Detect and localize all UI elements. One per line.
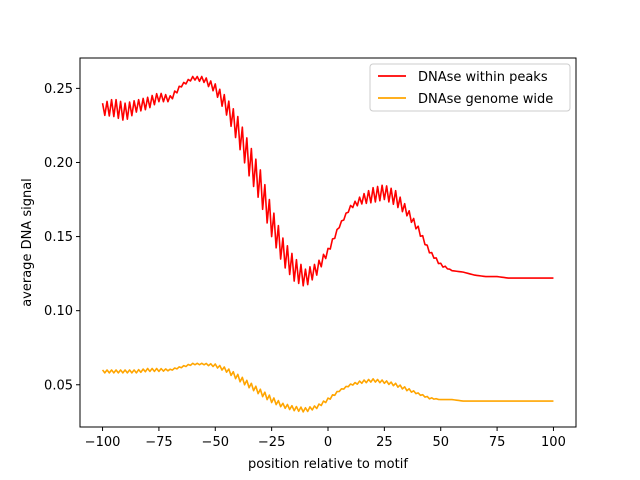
- legend: DNAse within peaks DNAse genome wide: [369, 63, 571, 112]
- y-axis-ticks: 0.05 0.10 0.15 0.20 0.25: [44, 82, 80, 393]
- legend-label-within-peaks: DNAse within peaks: [418, 70, 548, 85]
- x-tick-label: −75: [145, 435, 172, 450]
- y-tick-label: 0.05: [44, 378, 73, 393]
- legend-label-genome-wide: DNAse genome wide: [418, 92, 553, 107]
- x-tick-label: −50: [202, 435, 229, 450]
- series-layer: [101, 75, 554, 413]
- x-axis-label: position relative to motif: [248, 457, 408, 472]
- x-tick-label: 50: [432, 435, 449, 450]
- legend-box: [369, 63, 571, 112]
- x-tick-label: 0: [324, 435, 332, 450]
- y-tick-label: 0.20: [44, 156, 73, 171]
- x-tick-label: 100: [541, 435, 566, 450]
- y-tick-label: 0.15: [44, 230, 73, 245]
- x-tick-label: −100: [85, 435, 121, 450]
- x-axis-ticks: −100 −75 −50 −25 0 25 50 75 100: [85, 427, 566, 450]
- x-tick-label: 25: [376, 435, 393, 450]
- y-tick-label: 0.25: [44, 82, 73, 97]
- series-line-within-peaks: [101, 75, 554, 287]
- series-line-genome-wide: [101, 362, 554, 413]
- x-tick-label: −25: [258, 435, 285, 450]
- y-tick-label: 0.10: [44, 304, 73, 319]
- y-axis-label: average DNA signal: [20, 178, 35, 307]
- x-tick-label: 75: [489, 435, 506, 450]
